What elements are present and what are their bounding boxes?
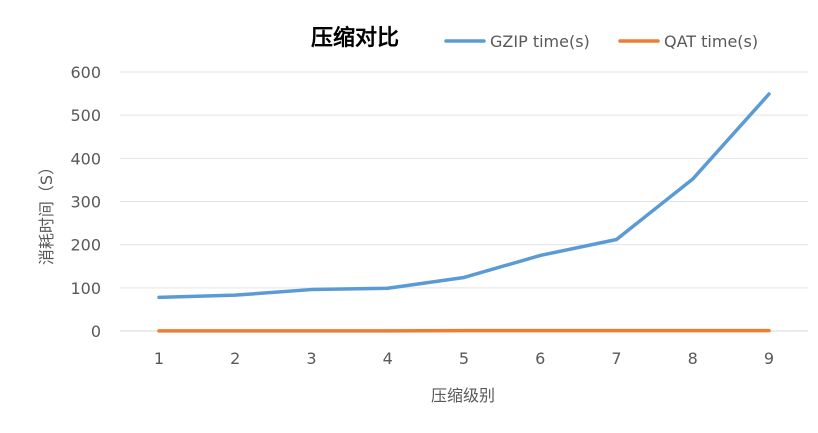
x-axis-label: 压缩级别 [431,386,495,405]
y-tick-label: 100 [70,279,101,298]
gridlines [120,72,808,331]
x-tick-label: 7 [611,349,621,368]
y-axis-label: 消耗时间（S） [37,159,56,265]
chart-title: 压缩对比 [311,25,399,51]
y-tick-label: 400 [70,149,101,168]
y-tick-label: 200 [70,236,101,255]
x-axis-ticks: 1 2 3 4 5 6 7 8 9 [154,349,774,368]
y-tick-label: 0 [91,322,101,341]
series-line-gzip [159,94,769,297]
x-tick-label: 5 [459,349,469,368]
x-tick-label: 8 [688,349,698,368]
x-tick-label: 3 [306,349,316,368]
x-tick-label: 2 [230,349,240,368]
x-tick-label: 1 [154,349,164,368]
y-tick-label: 300 [70,193,101,212]
legend-label: GZIP time(s) [490,32,590,51]
x-tick-label: 9 [764,349,774,368]
y-axis-ticks: 0 100 200 300 400 500 600 [70,63,101,341]
series-lines [159,94,769,331]
legend: GZIP time(s) QAT time(s) [446,32,758,51]
y-tick-label: 500 [70,106,101,125]
x-tick-label: 4 [383,349,393,368]
y-tick-label: 600 [70,63,101,82]
legend-label: QAT time(s) [664,32,758,51]
x-tick-label: 6 [535,349,545,368]
